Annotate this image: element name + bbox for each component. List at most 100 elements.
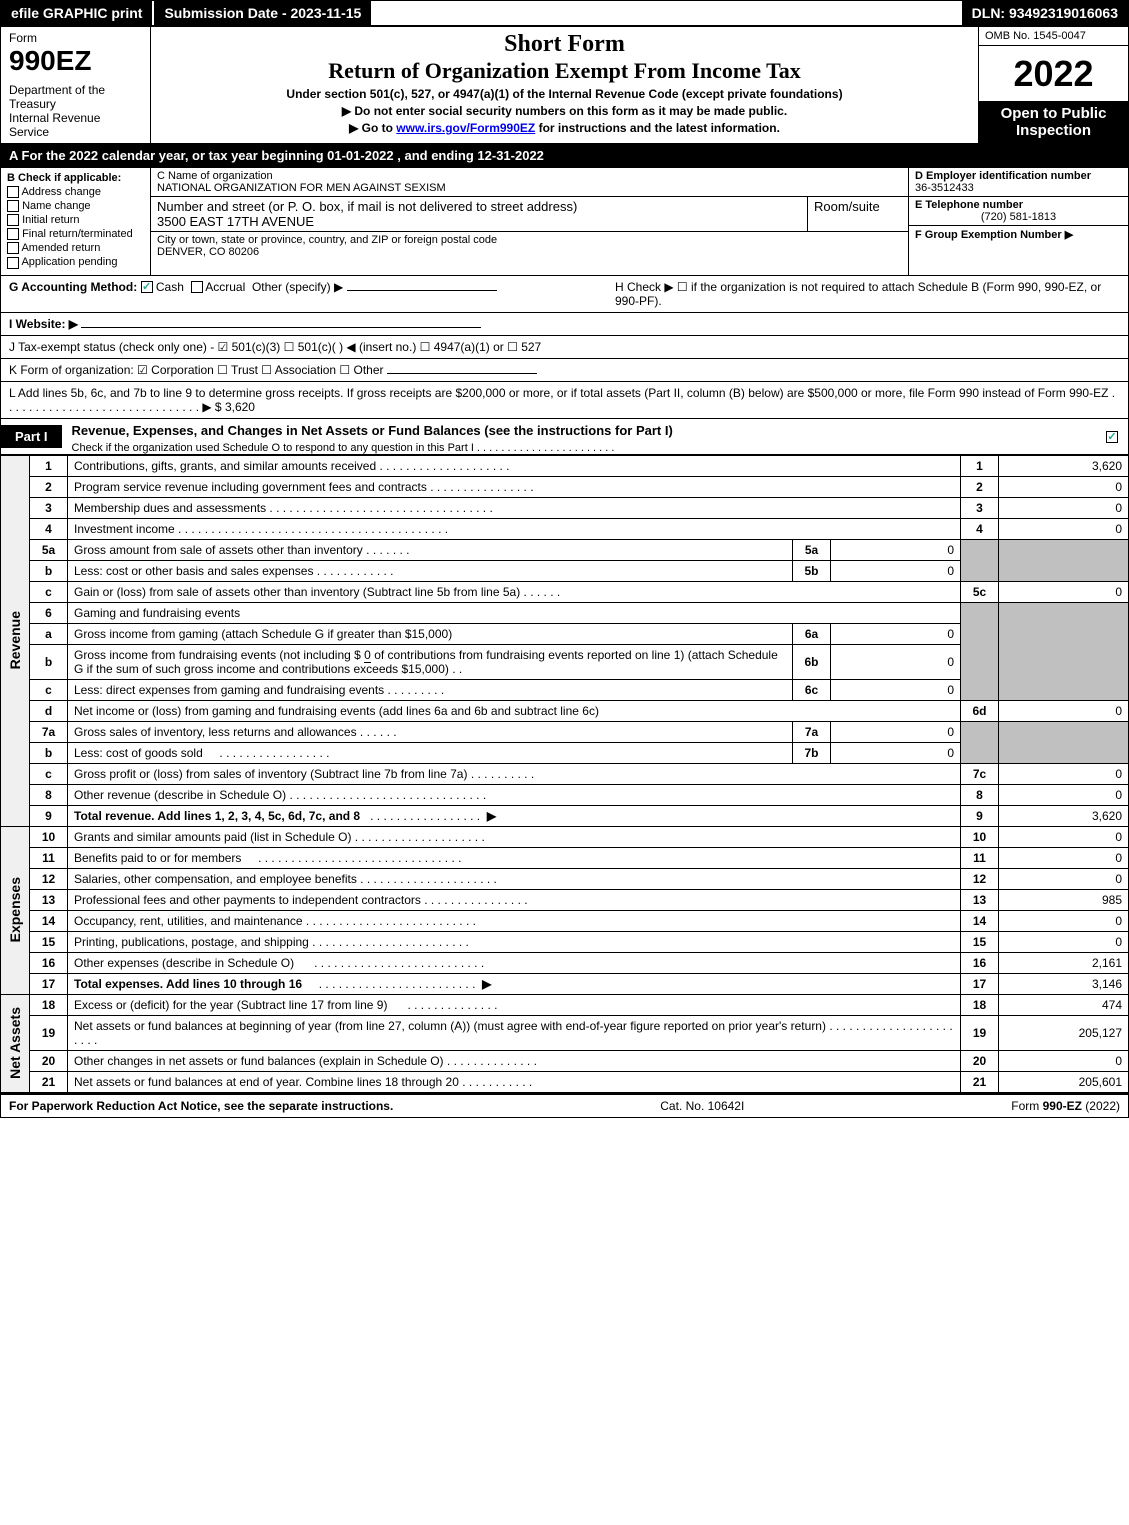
l17-rno: 17 <box>961 973 999 994</box>
part-i-tab: Part I <box>1 425 62 448</box>
l17-amt: 3,146 <box>999 973 1129 994</box>
row-g-accounting: G Accounting Method: Cash Accrual Other … <box>9 280 615 308</box>
l10-desc: Grants and similar amounts paid (list in… <box>68 826 961 847</box>
l18-desc: Excess or (deficit) for the year (Subtra… <box>68 994 961 1015</box>
inspection-badge: Open to Public Inspection <box>979 101 1128 143</box>
cb-initial-return[interactable]: Initial return <box>7 214 144 226</box>
part-i-header: Part I Revenue, Expenses, and Changes in… <box>0 419 1129 455</box>
tax-year: 2022 <box>979 46 1128 101</box>
l17-no: 17 <box>30 973 68 994</box>
g-cash: Cash <box>156 280 184 294</box>
l7a-desc: Gross sales of inventory, less returns a… <box>68 721 793 742</box>
cb-amended-return[interactable]: Amended return <box>7 242 144 254</box>
l7a-subamt: 0 <box>831 721 961 742</box>
irs-link[interactable]: www.irs.gov/Form990EZ <box>396 121 535 135</box>
l9-rno: 9 <box>961 805 999 826</box>
l18-rno: 18 <box>961 994 999 1015</box>
cb-application-pending[interactable]: Application pending <box>7 256 144 268</box>
cell-org-name: C Name of organization NATIONAL ORGANIZA… <box>151 168 908 197</box>
side-expenses: Expenses <box>1 826 30 994</box>
l21-rno: 21 <box>961 1071 999 1092</box>
l1-rno: 1 <box>961 455 999 476</box>
l8-desc: Other revenue (describe in Schedule O) .… <box>68 784 961 805</box>
k-other-input[interactable] <box>387 373 537 374</box>
l7c-rno: 7c <box>961 763 999 784</box>
l19-amt: 205,127 <box>999 1015 1129 1050</box>
l9-amt: 3,620 <box>999 805 1129 826</box>
row-j-tax-exempt: J Tax-exempt status (check only one) - ☑… <box>0 336 1129 359</box>
l12-rno: 12 <box>961 868 999 889</box>
l7b-sub: 7b <box>793 742 831 763</box>
l18-amt: 474 <box>999 994 1129 1015</box>
l7-shade-a <box>999 721 1129 763</box>
g-other-input[interactable] <box>347 290 497 291</box>
cell-city: City or town, state or province, country… <box>151 232 908 260</box>
footer-left: For Paperwork Reduction Act Notice, see … <box>9 1099 393 1113</box>
col-def: D Employer identification number 36-3512… <box>908 168 1128 275</box>
part-i-title: Revenue, Expenses, and Changes in Net As… <box>62 419 683 442</box>
l7c-amt: 0 <box>999 763 1129 784</box>
l20-rno: 20 <box>961 1050 999 1071</box>
cell-street: Number and street (or P. O. box, if mail… <box>151 197 808 231</box>
cb-address-change[interactable]: Address change <box>7 186 144 198</box>
l6d-no: d <box>30 700 68 721</box>
group-exemption-label: F Group Exemption Number ▶ <box>915 229 1073 241</box>
l4-rno: 4 <box>961 518 999 539</box>
l6d-amt: 0 <box>999 700 1129 721</box>
l3-desc: Membership dues and assessments . . . . … <box>68 497 961 518</box>
l5c-no: c <box>30 581 68 602</box>
l6a-desc: Gross income from gaming (attach Schedul… <box>68 623 793 644</box>
phone-label: E Telephone number <box>915 199 1122 211</box>
l13-amt: 985 <box>999 889 1129 910</box>
efile-button[interactable]: efile GRAPHIC print <box>1 1 154 25</box>
header-right: OMB No. 1545-0047 2022 Open to Public In… <box>978 27 1128 143</box>
l17-desc: Total expenses. Add lines 10 through 16 … <box>68 973 961 994</box>
col-b-checkboxes: B Check if applicable: Address change Na… <box>1 168 151 275</box>
l5ab-shade-a <box>999 539 1129 581</box>
cb-name-change[interactable]: Name change <box>7 200 144 212</box>
l11-rno: 11 <box>961 847 999 868</box>
form-header: Form 990EZ Department of the Treasury In… <box>0 26 1129 144</box>
l6c-sub: 6c <box>793 679 831 700</box>
form-subtitle-3: ▶ Go to www.irs.gov/Form990EZ for instru… <box>159 121 970 135</box>
l16-amt: 2,161 <box>999 952 1129 973</box>
l7-shade-r <box>961 721 999 763</box>
g-prefix: G Accounting Method: <box>9 280 141 294</box>
ein-value: 36-3512433 <box>915 182 1122 194</box>
col-b-title: B Check if applicable: <box>7 172 144 184</box>
l21-amt: 205,601 <box>999 1071 1129 1092</box>
sub3-suffix: for instructions and the latest informat… <box>535 121 780 135</box>
cb-cash[interactable] <box>141 281 153 293</box>
website-input[interactable] <box>81 327 481 328</box>
form-label: Form <box>9 31 142 45</box>
l6-shade-a <box>999 602 1129 700</box>
l3-rno: 3 <box>961 497 999 518</box>
org-name: NATIONAL ORGANIZATION FOR MEN AGAINST SE… <box>157 182 902 194</box>
l14-no: 14 <box>30 910 68 931</box>
l8-rno: 8 <box>961 784 999 805</box>
l20-no: 20 <box>30 1050 68 1071</box>
cb-accrual[interactable] <box>191 281 203 293</box>
part-i-checkbox[interactable] <box>1096 425 1128 448</box>
l5c-amt: 0 <box>999 581 1129 602</box>
l6b-sub: 6b <box>793 644 831 679</box>
l6d-rno: 6d <box>961 700 999 721</box>
l14-rno: 14 <box>961 910 999 931</box>
cb-final-return[interactable]: Final return/terminated <box>7 228 144 240</box>
l11-amt: 0 <box>999 847 1129 868</box>
side-net-assets: Net Assets <box>1 994 30 1092</box>
l4-amt: 0 <box>999 518 1129 539</box>
l5a-no: 5a <box>30 539 68 560</box>
l10-amt: 0 <box>999 826 1129 847</box>
l1-desc: Contributions, gifts, grants, and simila… <box>68 455 961 476</box>
i-label: I Website: ▶ <box>9 317 78 331</box>
l6c-subamt: 0 <box>831 679 961 700</box>
l5b-no: b <box>30 560 68 581</box>
l5b-desc: Less: cost or other basis and sales expe… <box>68 560 793 581</box>
form-subtitle-1: Under section 501(c), 527, or 4947(a)(1)… <box>159 87 970 101</box>
l10-rno: 10 <box>961 826 999 847</box>
side-revenue: Revenue <box>1 455 30 826</box>
l5c-rno: 5c <box>961 581 999 602</box>
cell-group-exemption: F Group Exemption Number ▶ <box>909 226 1128 243</box>
l5a-desc: Gross amount from sale of assets other t… <box>68 539 793 560</box>
